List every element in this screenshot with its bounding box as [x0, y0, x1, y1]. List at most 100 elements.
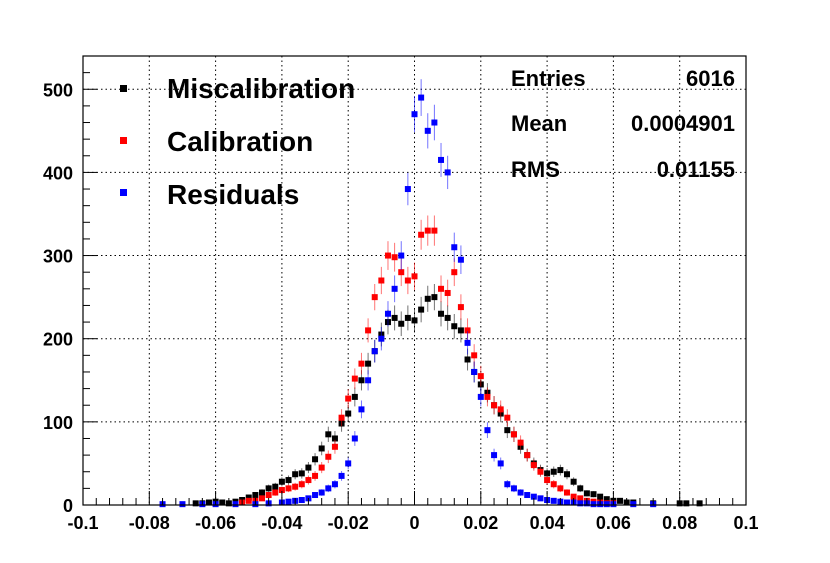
data-point: [292, 483, 299, 490]
data-point: [378, 277, 385, 284]
data-point: [298, 497, 305, 504]
data-point: [530, 493, 537, 500]
data-point: [278, 487, 285, 494]
data-point: [318, 464, 325, 471]
data-point: [292, 471, 299, 478]
x-tick-label: -0.1: [67, 513, 98, 533]
x-tick-label: 0.02: [463, 513, 498, 533]
data-point: [484, 393, 491, 400]
data-point: [577, 485, 584, 492]
data-point: [192, 500, 199, 507]
data-point: [404, 186, 411, 193]
data-point: [312, 472, 319, 479]
data-point: [305, 477, 312, 484]
data-point: [205, 499, 212, 506]
data-point: [338, 414, 345, 421]
data-point: [278, 478, 285, 485]
data-point: [259, 495, 266, 502]
data-point: [272, 489, 279, 496]
data-point: [371, 294, 378, 301]
data-point: [325, 453, 332, 460]
data-point: [683, 500, 690, 507]
data-point: [418, 306, 425, 313]
data-point: [471, 368, 478, 375]
data-point: [285, 498, 292, 505]
data-point: [351, 393, 358, 400]
data-point: [179, 501, 186, 508]
data-point: [404, 314, 411, 321]
data-point: [524, 452, 531, 459]
x-tick-label: 0.04: [530, 513, 565, 533]
y-tick-label: 500: [43, 80, 73, 100]
data-point: [325, 431, 332, 438]
stats-mean-value: 0.0004901: [631, 111, 735, 136]
y-tick-label: 300: [43, 247, 73, 267]
data-point: [444, 314, 451, 321]
data-point: [563, 489, 570, 496]
data-point: [583, 490, 590, 497]
data-point: [312, 456, 319, 463]
legend-label-residuals: Residuals: [167, 179, 299, 210]
data-point: [411, 317, 418, 324]
data-point: [451, 244, 458, 251]
data-point: [325, 485, 332, 492]
data-point: [331, 443, 338, 450]
data-point: [577, 500, 584, 507]
data-point: [411, 111, 418, 118]
legend-label-calibration: Calibration: [167, 126, 313, 157]
stats-entries-value: 6016: [686, 66, 735, 91]
data-point: [371, 348, 378, 355]
data-point: [510, 431, 517, 438]
data-point: [550, 481, 557, 488]
data-point: [471, 352, 478, 359]
stats-box: Entries 6016 Mean 0.0004901 RMS 0.01155: [511, 66, 735, 182]
data-point: [603, 496, 610, 503]
data-point: [285, 477, 292, 484]
data-point: [590, 501, 597, 508]
data-point: [358, 360, 365, 367]
data-point: [298, 481, 305, 488]
data-point: [252, 492, 259, 499]
data-point: [510, 485, 517, 492]
data-point: [232, 501, 239, 508]
data-point: [457, 304, 464, 311]
data-point: [457, 256, 464, 263]
data-point: [464, 327, 471, 334]
data-point: [418, 94, 425, 101]
data-point: [438, 156, 445, 163]
legend-marker-residuals: [120, 189, 127, 196]
data-point: [345, 410, 352, 417]
stats-entries-label: Entries: [511, 66, 586, 91]
data-point: [404, 277, 411, 284]
data-point: [464, 339, 471, 346]
data-point: [550, 468, 557, 475]
data-point: [351, 435, 358, 442]
data-point: [424, 127, 431, 134]
data-point: [537, 495, 544, 502]
data-point: [411, 273, 418, 280]
data-point: [444, 169, 451, 176]
data-point: [590, 491, 597, 498]
data-point: [451, 269, 458, 276]
data-point: [517, 439, 524, 446]
data-point: [272, 483, 279, 490]
data-point: [537, 468, 544, 475]
data-point: [398, 252, 405, 259]
data-point: [318, 445, 325, 452]
data-point: [384, 252, 391, 259]
data-point: [544, 470, 551, 477]
data-point: [617, 497, 624, 504]
data-point: [312, 492, 319, 499]
stats-rms-value: 0.01155: [657, 157, 735, 182]
data-point: [418, 231, 425, 238]
data-point: [365, 327, 372, 334]
data-point: [398, 320, 405, 327]
data-point: [544, 477, 551, 484]
y-tick-label: 0: [63, 496, 73, 516]
data-point: [219, 499, 226, 506]
y-tick-label: 200: [43, 330, 73, 350]
data-point: [365, 377, 372, 384]
data-point: [517, 489, 524, 496]
data-point: [424, 227, 431, 234]
